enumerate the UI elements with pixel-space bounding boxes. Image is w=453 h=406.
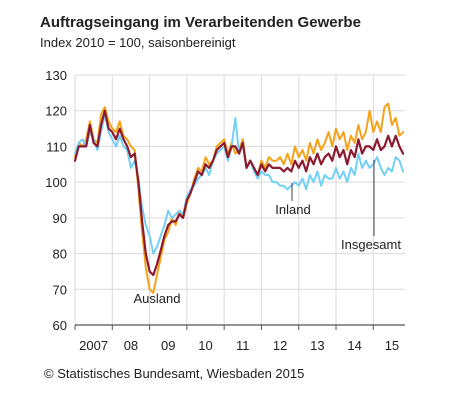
- chart-title: Auftragseingang im Verarbeitenden Gewerb…: [40, 14, 361, 31]
- annotation-ausland: Ausland: [134, 291, 181, 306]
- x-axis-ticks: 2007 08 09 10 11 12 13 14 15: [74, 324, 405, 353]
- gridlines: [74, 74, 405, 326]
- x-tick-label: 15: [385, 338, 399, 353]
- y-tick-label: 130: [45, 68, 67, 83]
- y-tick-label: 110: [46, 139, 67, 154]
- x-tick-label: 2007: [79, 338, 108, 353]
- source-note: © Statistisches Bundesamt, Wiesbaden 201…: [44, 366, 305, 381]
- y-tick-label: 60: [53, 318, 67, 333]
- annotation-inland: Inland: [275, 202, 310, 217]
- y-tick-label: 100: [45, 175, 67, 190]
- y-tick-label: 70: [53, 282, 67, 297]
- x-tick-label: 09: [161, 338, 175, 353]
- x-tick-label: 12: [273, 338, 287, 353]
- chart-subtitle: Index 2010 = 100, saisonbereinigt: [40, 35, 236, 50]
- x-tick-label: 08: [124, 338, 138, 353]
- y-axis-ticks: 60 70 80 90 100 110 120 130: [45, 68, 67, 333]
- x-tick-label: 13: [310, 338, 324, 353]
- x-tick-label: 10: [198, 338, 212, 353]
- series-annotations: Ausland Inland Insgesamt: [134, 160, 401, 306]
- x-tick-label: 11: [236, 338, 250, 353]
- series-line-ausland: [74, 102, 405, 294]
- y-tick-label: 120: [45, 104, 67, 119]
- y-tick-label: 90: [53, 211, 67, 226]
- x-tick-label: 14: [347, 338, 361, 353]
- y-tick-label: 80: [53, 247, 67, 262]
- annotation-insgesamt: Insgesamt: [341, 237, 401, 252]
- series-line-insgesamt: [73, 109, 405, 277]
- series-lines: [73, 102, 405, 294]
